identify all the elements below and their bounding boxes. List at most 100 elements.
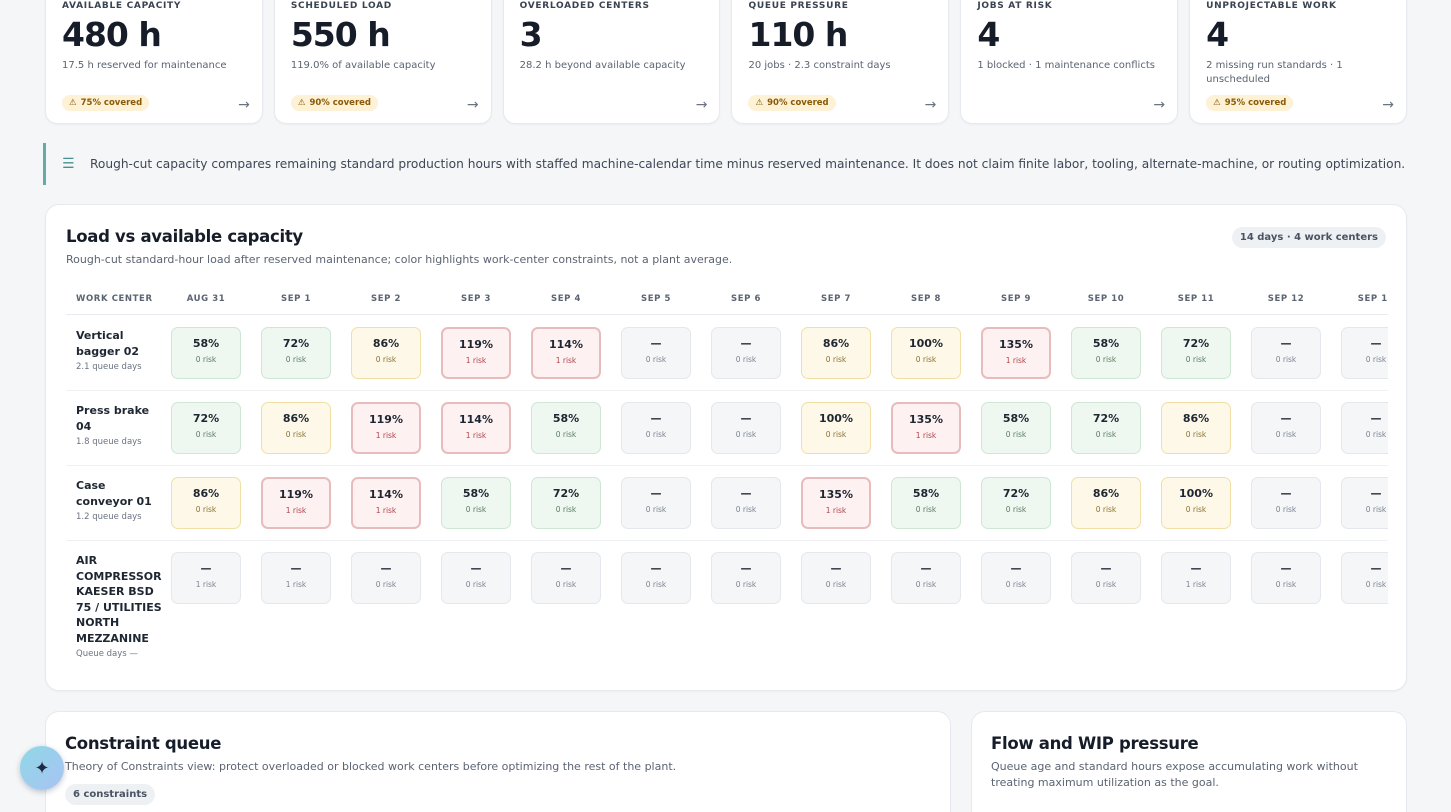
capacity-cell[interactable]: — 0 risk bbox=[891, 552, 961, 604]
capacity-cell[interactable]: 58% 0 risk bbox=[531, 402, 601, 454]
capacity-cell[interactable]: — 0 risk bbox=[1341, 552, 1388, 604]
capacity-cell[interactable]: 72% 0 risk bbox=[1161, 327, 1231, 379]
capacity-note: ☰ Rough-cut capacity compares remaining … bbox=[43, 143, 1407, 185]
kpi-card[interactable]: JOBS AT RISK 4 1 blocked · 1 maintenance c… bbox=[960, 0, 1179, 124]
capacity-heatmap-grid[interactable]: WORK CENTER AUG 31 SEP 1 SEP 2 SEP 3 SEP 4 SE… bbox=[66, 285, 1388, 675]
capacity-cell[interactable]: — 0 risk bbox=[801, 552, 871, 604]
capacity-cell[interactable]: — 0 risk bbox=[351, 552, 421, 604]
kpi-card[interactable]: QUEUE PRESSURE 110 h 20 jobs · 2.3 constra… bbox=[731, 0, 950, 124]
capacity-cell[interactable]: — 0 risk bbox=[1341, 402, 1388, 454]
capacity-cell[interactable]: 135% 1 risk bbox=[801, 477, 871, 529]
cell-risk-count: 0 risk bbox=[735, 430, 757, 439]
cell-risk-count: 0 risk bbox=[825, 355, 847, 364]
cell-load-percent: 135% bbox=[999, 338, 1033, 351]
kpi-label: AVAILABLE CAPACITY bbox=[62, 1, 182, 11]
kpi-subtext: 1 blocked · 1 maintenance conflicts bbox=[977, 60, 1155, 71]
capacity-cell[interactable]: — 0 risk bbox=[711, 402, 781, 454]
capacity-cell[interactable]: 72% 0 risk bbox=[981, 477, 1051, 529]
kpi-card[interactable]: AVAILABLE CAPACITY 480 h 17.5 h reserved f… bbox=[45, 0, 263, 124]
capacity-cell[interactable]: — 0 risk bbox=[981, 552, 1051, 604]
capacity-cell[interactable]: 72% 0 risk bbox=[171, 402, 241, 454]
capacity-cell[interactable]: 100% 0 risk bbox=[801, 402, 871, 454]
capacity-cell[interactable]: 58% 0 risk bbox=[1071, 327, 1141, 379]
capacity-cell[interactable]: 86% 0 risk bbox=[351, 327, 421, 379]
cell-risk-count: 0 risk bbox=[555, 505, 577, 514]
capacity-cell[interactable]: — 0 risk bbox=[441, 552, 511, 604]
cell-risk-count: 0 risk bbox=[645, 580, 667, 589]
capacity-cell[interactable]: 58% 0 risk bbox=[171, 327, 241, 379]
arrow-right-icon[interactable]: → bbox=[1382, 97, 1394, 113]
cell-load-percent: — bbox=[1280, 337, 1292, 350]
kpi-label: JOBS AT RISK bbox=[977, 1, 1053, 11]
capacity-cell[interactable]: — 0 risk bbox=[1251, 477, 1321, 529]
layers-icon: ☰ bbox=[62, 156, 75, 172]
capacity-cell[interactable]: 114% 1 risk bbox=[441, 402, 511, 454]
capacity-cell[interactable]: — 1 risk bbox=[261, 552, 331, 604]
capacity-cell[interactable]: — 1 risk bbox=[1161, 552, 1231, 604]
capacity-cell[interactable]: — 0 risk bbox=[711, 327, 781, 379]
cell-load-percent: 72% bbox=[282, 337, 310, 350]
capacity-cell[interactable]: — 0 risk bbox=[1251, 327, 1321, 379]
capacity-cell[interactable]: — 0 risk bbox=[1251, 402, 1321, 454]
cell-load-percent: 72% bbox=[1182, 337, 1210, 350]
kpi-label: SCHEDULED LOAD bbox=[290, 1, 392, 11]
cell-load-percent: — bbox=[740, 562, 752, 575]
arrow-right-icon[interactable]: → bbox=[466, 97, 479, 113]
capacity-cell[interactable]: — 0 risk bbox=[621, 477, 691, 529]
capacity-cell[interactable]: — 0 risk bbox=[1251, 552, 1321, 604]
arrow-right-icon[interactable]: → bbox=[924, 97, 937, 113]
capacity-cell[interactable]: 86% 0 risk bbox=[1071, 477, 1141, 529]
arrow-right-icon[interactable]: → bbox=[1153, 97, 1166, 113]
cell-risk-count: 0 risk bbox=[825, 430, 847, 439]
capacity-cell[interactable]: 72% 0 risk bbox=[261, 327, 331, 379]
arrow-right-icon[interactable]: → bbox=[238, 97, 250, 113]
capacity-cell[interactable]: 100% 0 risk bbox=[1161, 477, 1231, 529]
capacity-cell[interactable]: 86% 0 risk bbox=[171, 477, 241, 529]
capacity-cell[interactable]: — 0 risk bbox=[1341, 327, 1388, 379]
capacity-cell[interactable]: — 0 risk bbox=[1341, 477, 1388, 529]
cell-risk-count: 0 risk bbox=[1005, 505, 1027, 514]
capacity-cell[interactable]: 72% 0 risk bbox=[1071, 402, 1141, 454]
capacity-cell[interactable]: 58% 0 risk bbox=[981, 402, 1051, 454]
capacity-cell[interactable]: — 1 risk bbox=[171, 552, 241, 604]
cell-load-percent: — bbox=[1370, 562, 1382, 575]
capacity-cell[interactable]: 135% 1 risk bbox=[891, 402, 961, 454]
capacity-cell[interactable]: — 0 risk bbox=[711, 477, 781, 529]
cell-load-percent: 114% bbox=[549, 338, 583, 351]
capacity-cell[interactable]: — 0 risk bbox=[621, 327, 691, 379]
cell-risk-count: 1 risk bbox=[915, 431, 937, 440]
capacity-cell[interactable]: 72% 0 risk bbox=[531, 477, 601, 529]
kpi-card[interactable]: UNPROJECTABLE WORK 4 2 missing run standar… bbox=[1189, 0, 1407, 124]
cell-load-percent: 72% bbox=[1092, 412, 1120, 425]
capacity-cell[interactable]: — 0 risk bbox=[531, 552, 601, 604]
capacity-cell[interactable]: — 0 risk bbox=[1071, 552, 1141, 604]
capacity-cell[interactable]: 135% 1 risk bbox=[981, 327, 1051, 379]
kpi-card[interactable]: SCHEDULED LOAD 550 h 119.0% of available c… bbox=[273, 0, 492, 124]
day-column-header: SEP 1 bbox=[280, 294, 312, 304]
capacity-cell[interactable]: — 0 risk bbox=[621, 552, 691, 604]
kpi-card[interactable]: OVERLOADED CENTERS 3 28.2 h beyond availab… bbox=[502, 0, 721, 124]
cell-risk-count: 0 risk bbox=[1095, 580, 1117, 589]
kpi-strip: AVAILABLE CAPACITY 480 h 17.5 h reserved f… bbox=[45, 0, 1407, 124]
capacity-cell[interactable]: 119% 1 risk bbox=[441, 327, 511, 379]
capacity-cell[interactable]: — 0 risk bbox=[711, 552, 781, 604]
arrow-right-icon[interactable]: → bbox=[695, 97, 708, 113]
capacity-cell[interactable]: 86% 0 risk bbox=[1161, 402, 1231, 454]
capacity-cell[interactable]: 58% 0 risk bbox=[891, 477, 961, 529]
capacity-cell[interactable]: — 0 risk bbox=[621, 402, 691, 454]
sparkle-icon: ✦ bbox=[34, 757, 50, 779]
capacity-note-text: Rough-cut capacity compares remaining st… bbox=[90, 157, 1406, 171]
cell-load-percent: — bbox=[650, 562, 662, 575]
capacity-cell[interactable]: 86% 0 risk bbox=[261, 402, 331, 454]
assistant-fab-button[interactable]: ✦ bbox=[20, 746, 64, 790]
capacity-cell[interactable]: 86% 0 risk bbox=[801, 327, 871, 379]
cell-risk-count: 0 risk bbox=[1275, 355, 1297, 364]
capacity-cell[interactable]: 100% 0 risk bbox=[891, 327, 961, 379]
capacity-cell[interactable]: 58% 0 risk bbox=[441, 477, 511, 529]
capacity-cell[interactable]: 119% 1 risk bbox=[351, 402, 421, 454]
capacity-cell[interactable]: 119% 1 risk bbox=[261, 477, 331, 529]
capacity-cell[interactable]: 114% 1 risk bbox=[351, 477, 421, 529]
cell-load-percent: 86% bbox=[1182, 412, 1210, 425]
cell-load-percent: 135% bbox=[909, 413, 943, 426]
capacity-cell[interactable]: 114% 1 risk bbox=[531, 327, 601, 379]
